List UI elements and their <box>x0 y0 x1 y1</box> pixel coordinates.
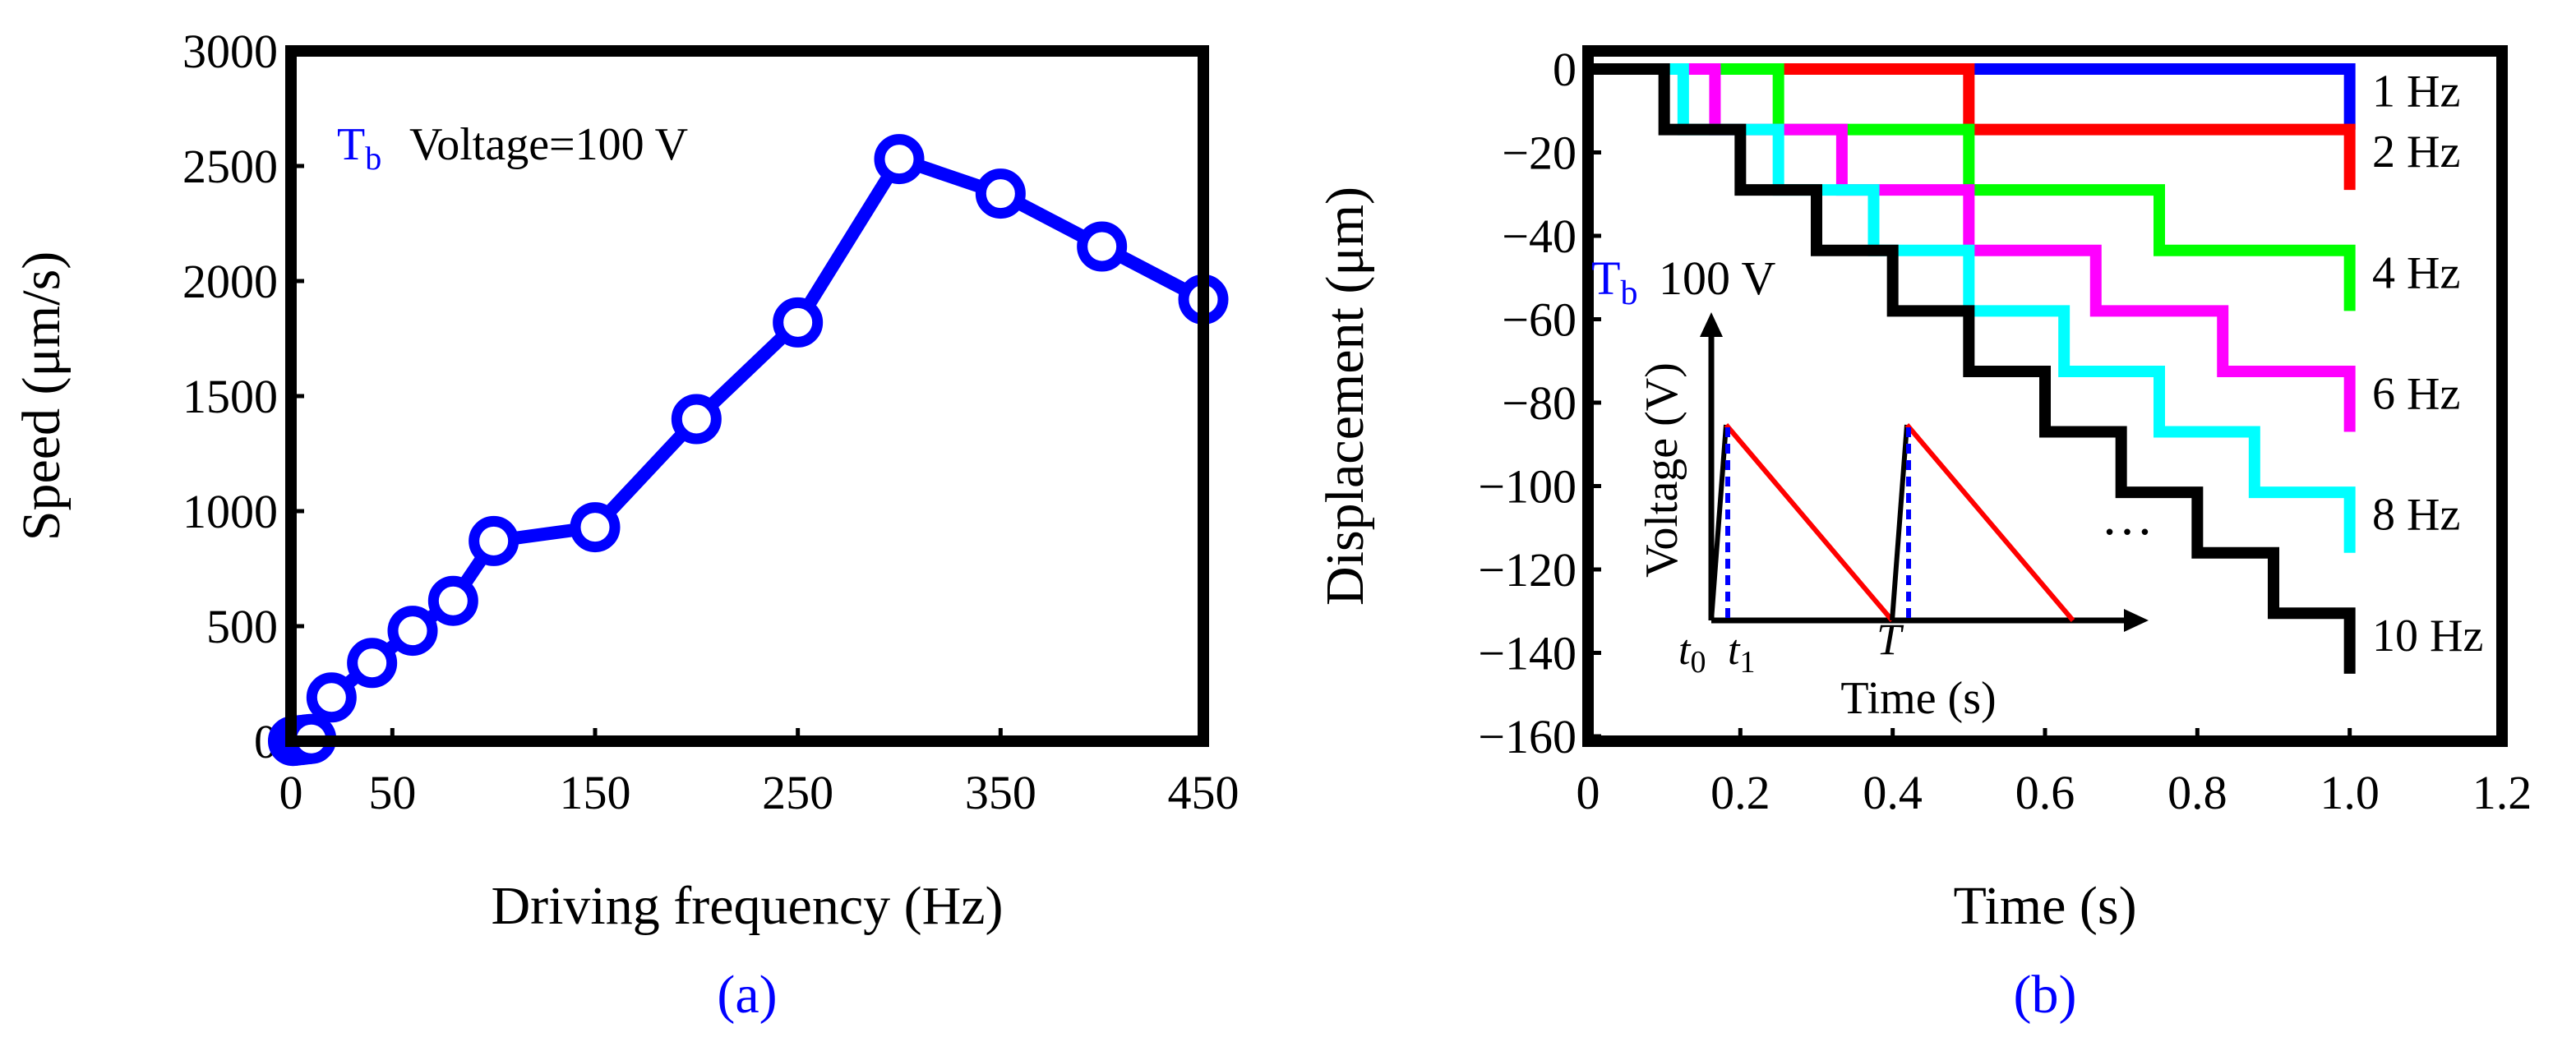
panel-a-data-point <box>874 134 925 185</box>
panel-b-y-tick-label: −100 <box>1478 460 1577 514</box>
panel-a-axes-frame <box>285 45 1209 747</box>
panel-b-y-tick-label: 0 <box>1553 43 1577 96</box>
panel-a-x-tick-label: 150 <box>560 766 631 819</box>
panel-a-data-point <box>347 638 398 689</box>
panel-b-y-tick-label: −120 <box>1478 543 1577 597</box>
panel-a-annotation-symbol: Tb <box>337 119 381 177</box>
panel-a-x-tick-label: 50 <box>368 766 416 819</box>
panel-a-data-point <box>773 297 824 348</box>
panel-a-data-point <box>306 672 357 723</box>
inset-wave-rise-2 <box>1890 424 1909 621</box>
panel-b-axes-frame <box>1582 45 2508 747</box>
panel-a-y-tick-label: 2000 <box>182 255 278 308</box>
inset-waveform: Tb 100 V t0 t1 T Time (s) Voltage (V) <box>1591 251 2149 724</box>
panel-b-series-label: 2 Hz <box>2372 127 2460 177</box>
panel-a-x-tick-label: 250 <box>762 766 833 819</box>
inset-tick-t1: t1 <box>1728 627 1755 680</box>
panel-b-x-axis-label: Time (s) <box>1953 876 2136 936</box>
panel-a-data-point <box>387 606 438 657</box>
panel-a-y-tick-label: 1500 <box>182 370 278 423</box>
panel-b-series-label: 10 Hz <box>2372 611 2483 661</box>
panel-a-x-tick-label: 450 <box>1168 766 1240 819</box>
panel-b-series-label: 4 Hz <box>2372 247 2460 298</box>
inset-x-axis-label: Time (s) <box>1840 673 1996 724</box>
panel-a-y-tick-label: 1000 <box>182 485 278 538</box>
panel-a-y-tick-label: 500 <box>206 600 278 653</box>
inset-wave-fall-2 <box>1904 423 2075 622</box>
panel-a-x-tick-label: 0 <box>279 766 303 819</box>
panel-a-label: (a) <box>717 965 777 1025</box>
panel-a-data-point <box>1077 221 1128 272</box>
panel-b-x-tick-label: 0.6 <box>2015 766 2075 819</box>
panel-a-y-tick-label: 2500 <box>182 140 278 193</box>
panel-a-data-point <box>570 502 621 553</box>
panel-b-y-tick-label: −140 <box>1478 627 1577 680</box>
panel-b-x-tick-label: 1.2 <box>2472 766 2532 819</box>
panel-b-x-tick-label: 0 <box>1577 766 1600 819</box>
panel-a-y-tick-label: 3000 <box>182 25 278 78</box>
panel-a-annotation-text: Voltage=100 V <box>409 119 688 170</box>
panel-b-y-tick-label: −160 <box>1478 710 1577 763</box>
panel-b-x-tick-label: 1.0 <box>2320 766 2380 819</box>
inset-title-text: 100 V <box>1659 251 1775 305</box>
panel-b-series-label: 1 Hz <box>2372 67 2460 118</box>
panel-b-ellipsis: … <box>2101 487 2154 546</box>
panel-b-y-tick-label: −20 <box>1502 127 1577 180</box>
panel-a-data-point <box>469 515 519 566</box>
inset-tick-t0: t0 <box>1678 627 1706 680</box>
panel-b-x-tick-label: 0.8 <box>2167 766 2227 819</box>
panel-a-data-point <box>975 168 1026 219</box>
panel-a-data-point <box>427 575 478 626</box>
panel-a-data-point <box>671 394 722 445</box>
panel-b-x-tick-label: 0.2 <box>1710 766 1770 819</box>
panel-b-label: (b) <box>2014 965 2077 1025</box>
inset-tick-period: T <box>1877 615 1904 664</box>
inset-title-symbol: Tb <box>1591 251 1637 312</box>
inset-y-axis-label: Voltage (V) <box>1637 362 1687 578</box>
panel-b-y-tick-label: −80 <box>1502 376 1577 430</box>
inset-wave-rise-1 <box>1709 424 1729 621</box>
panel-b-series-label: 6 Hz <box>2372 369 2460 420</box>
panel-b-series-label: 8 Hz <box>2372 490 2460 541</box>
inset-wave-fall-1 <box>1724 423 1895 622</box>
panel-b-y-tick-label: −40 <box>1502 210 1577 263</box>
panel-a-x-tick-label: 350 <box>965 766 1036 819</box>
inset-x-axis-arrowhead <box>2124 609 2149 632</box>
inset-y-axis-arrowhead <box>1700 312 1723 337</box>
panel-a-series-line <box>288 152 1207 748</box>
panel-b: 0 −20 −40 −60 −80 −100 −120 −140 −160 0 0.2 0.4 0.6… <box>1315 43 2532 1025</box>
panel-a-y-axis-label: Speed (μm/s) <box>12 251 72 542</box>
panel-b-x-tick-label: 0.4 <box>1863 766 1923 819</box>
panel-b-y-tick-label: −60 <box>1502 293 1577 347</box>
panel-a-x-axis-label: Driving frequency (Hz) <box>491 876 1003 936</box>
panel-b-series-line <box>1588 63 2356 674</box>
panel-b-y-axis-label: Displacement (μm) <box>1315 187 1375 606</box>
